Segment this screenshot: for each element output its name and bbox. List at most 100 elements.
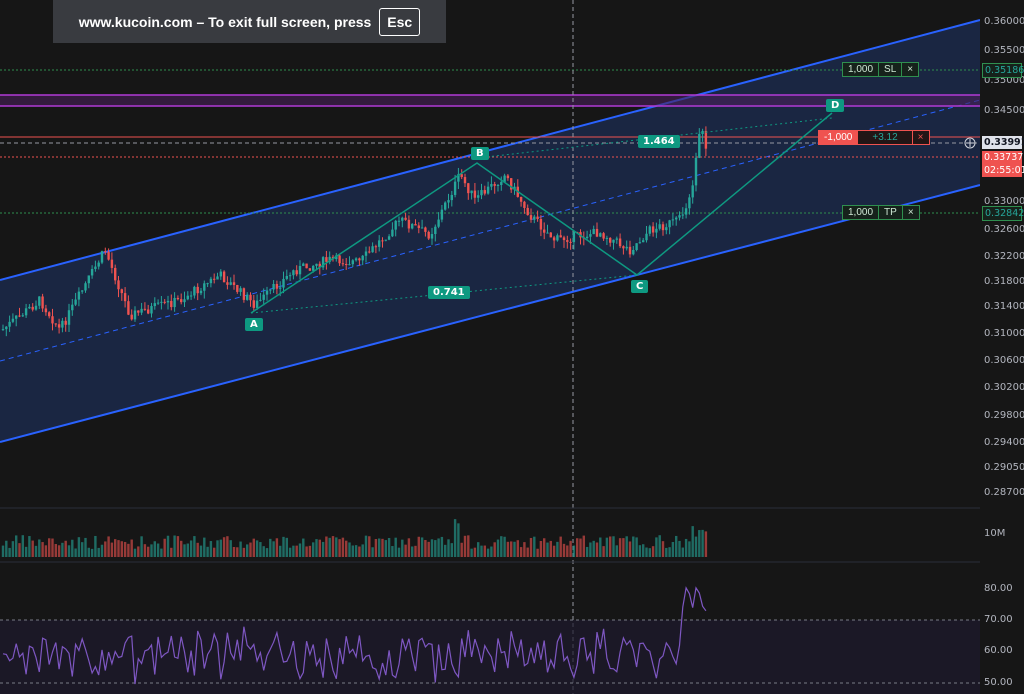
volume-bar — [38, 539, 41, 557]
crosshair-plus-icon[interactable] — [964, 137, 976, 149]
volume-bar — [430, 539, 434, 557]
rsi-line[interactable] — [2, 586, 707, 685]
volume-bar — [57, 545, 61, 557]
volume-bar — [533, 536, 536, 557]
volume-bar — [61, 542, 64, 557]
volume-bar — [338, 539, 341, 557]
candle-body — [536, 216, 539, 219]
candle-body — [114, 267, 117, 281]
volume-bar — [691, 526, 694, 557]
volume-bar — [77, 537, 81, 557]
channel-mid-line[interactable] — [0, 99, 981, 362]
volume-bar — [536, 548, 539, 557]
candle-body — [193, 286, 196, 296]
volume-bar — [186, 543, 189, 557]
price-axis[interactable] — [980, 0, 1024, 694]
candle-body — [500, 181, 503, 185]
point-label-c[interactable]: C — [631, 280, 649, 293]
volume-bar — [302, 538, 305, 557]
sl-order-label[interactable]: 1,000 SL × — [842, 62, 920, 77]
candle-body — [15, 315, 18, 319]
volume-bar — [265, 548, 269, 557]
candle-body — [503, 175, 506, 182]
volume-bar — [163, 538, 166, 557]
banner-text: www.kucoin.com – To exit full screen, pr… — [78, 13, 372, 30]
tp-close-icon[interactable]: × — [907, 207, 914, 218]
candle-body — [275, 284, 279, 289]
volume-bar — [599, 537, 602, 557]
candle-body — [618, 238, 622, 247]
price-tick: 0.28700 — [984, 487, 1024, 498]
point-label-d[interactable]: D — [826, 99, 845, 112]
candle-body — [166, 300, 170, 303]
volume-bar — [107, 536, 110, 557]
volume-bar — [671, 542, 675, 557]
candle-body — [704, 130, 708, 149]
candle-body — [117, 280, 120, 290]
candle-body — [665, 227, 668, 231]
candle-body — [107, 251, 110, 260]
candle-body — [269, 289, 272, 291]
volume-bar — [331, 536, 335, 557]
candle-body — [61, 320, 64, 328]
candle-body — [64, 320, 67, 325]
candle-body — [189, 295, 193, 297]
candle-body — [97, 262, 100, 267]
candle-body — [28, 306, 31, 309]
candle-body — [625, 246, 628, 249]
position-label[interactable]: -1,000 +3.12 × — [818, 130, 930, 145]
channel-lower-line[interactable] — [0, 184, 981, 443]
candle-body — [678, 215, 681, 218]
candle-body — [222, 271, 226, 283]
candle-body — [615, 238, 618, 240]
candle-body — [526, 207, 529, 216]
volume-bar — [137, 546, 140, 557]
volume-bar — [457, 523, 460, 557]
volume-bar — [351, 545, 354, 557]
price-tick: 0.35000 — [984, 75, 1024, 86]
candle-body — [127, 301, 130, 315]
volume-bar — [64, 540, 67, 557]
point-label-a[interactable]: A — [245, 318, 263, 331]
volume-bar — [67, 545, 71, 557]
sl-close-icon[interactable]: × — [907, 64, 914, 75]
volume-bar — [5, 540, 8, 557]
last-price-tag: 0.33737 — [982, 151, 1024, 164]
candle-body — [602, 233, 605, 239]
volume-bar — [48, 538, 51, 557]
price-tick: 0.30200 — [984, 382, 1024, 393]
channel-upper-line[interactable] — [0, 19, 981, 281]
volume-bar — [21, 535, 24, 557]
tp-order-label[interactable]: 1,000 TP × — [842, 205, 920, 220]
candle-body — [5, 326, 8, 330]
volume-bar — [427, 541, 430, 557]
esc-key[interactable]: Esc — [379, 7, 421, 36]
point-label-b[interactable]: B — [471, 147, 489, 160]
position-close-icon[interactable]: × — [917, 132, 924, 143]
volume-bar — [318, 539, 321, 557]
candle-body — [219, 271, 222, 277]
candle-body — [533, 216, 536, 220]
volume-bar — [100, 544, 104, 557]
volume-bar — [84, 537, 87, 557]
candle-body — [671, 219, 675, 221]
volume-bar — [71, 539, 74, 557]
volume-bar — [176, 536, 180, 557]
volume-bar — [576, 538, 579, 557]
volume-bar — [222, 537, 226, 557]
volume-bar — [11, 541, 15, 557]
candle-body — [638, 242, 642, 244]
candle-body — [133, 310, 137, 320]
candle-body — [74, 299, 77, 305]
volume-bar — [51, 538, 54, 557]
harmonic-pattern[interactable] — [250, 112, 833, 314]
candle-body — [566, 240, 569, 242]
volume-bar — [104, 541, 107, 557]
sl-qty: 1,000 — [843, 63, 880, 76]
candle-body — [648, 226, 651, 234]
candle-body — [622, 246, 625, 249]
volume-bar — [688, 541, 691, 557]
candle-body — [572, 231, 576, 243]
candle-body — [265, 290, 269, 295]
